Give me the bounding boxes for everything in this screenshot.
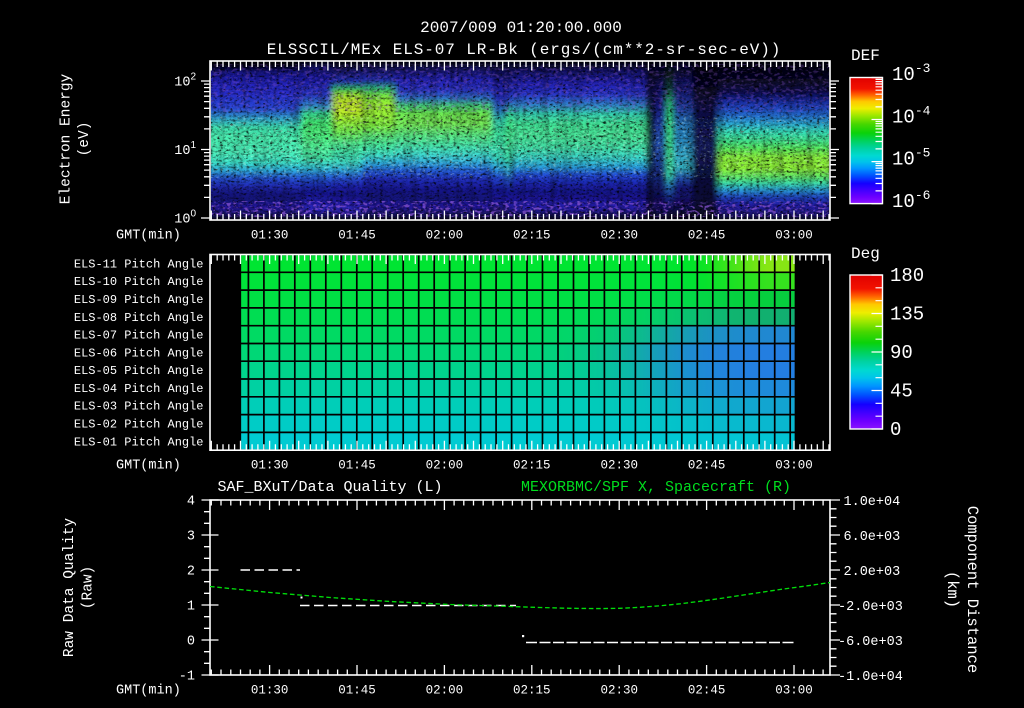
svg-text:-1: -1 <box>179 670 195 685</box>
svg-text:1: 1 <box>187 600 195 615</box>
svg-text:6.0e+03: 6.0e+03 <box>844 530 901 545</box>
svg-text:GMT(min): GMT(min) <box>116 459 181 474</box>
svg-text:2007/009 01:20:00.000: 2007/009 01:20:00.000 <box>420 19 622 37</box>
svg-text:01:45: 01:45 <box>338 684 376 698</box>
svg-text:180: 180 <box>890 265 924 287</box>
svg-text:-1.0e+04: -1.0e+04 <box>838 670 903 685</box>
svg-text:1.0e+04: 1.0e+04 <box>844 495 901 510</box>
svg-text:-6.0e+03: -6.0e+03 <box>838 635 903 650</box>
svg-text:MEXORBMC/SPF X, Spacecraft (R): MEXORBMC/SPF X, Spacecraft (R) <box>521 479 791 496</box>
svg-text:0: 0 <box>890 419 901 441</box>
svg-text:02:15: 02:15 <box>513 684 551 698</box>
svg-text:Raw Data Quality(Raw): Raw Data Quality (Raw) <box>62 518 97 658</box>
svg-text:90: 90 <box>890 342 913 364</box>
svg-text:ELS-09 Pitch Angle: ELS-09 Pitch Angle <box>74 293 204 307</box>
svg-text:01:30: 01:30 <box>251 459 289 473</box>
svg-text:03:00: 03:00 <box>775 229 813 243</box>
svg-text:2: 2 <box>187 565 195 580</box>
svg-text:02:45: 02:45 <box>688 229 726 243</box>
svg-text:ELS-03 Pitch Angle: ELS-03 Pitch Angle <box>74 400 204 414</box>
svg-text:ELS-01 Pitch Angle: ELS-01 Pitch Angle <box>74 435 204 449</box>
svg-text:DEF: DEF <box>851 47 880 65</box>
svg-text:3: 3 <box>187 530 195 545</box>
svg-text:01:45: 01:45 <box>338 229 376 243</box>
svg-text:03:00: 03:00 <box>775 684 813 698</box>
svg-text:ELS-10 Pitch Angle: ELS-10 Pitch Angle <box>74 275 204 289</box>
svg-text:02:15: 02:15 <box>513 229 551 243</box>
svg-text:03:00: 03:00 <box>775 459 813 473</box>
svg-text:02:00: 02:00 <box>426 459 464 473</box>
svg-text:01:30: 01:30 <box>251 229 289 243</box>
svg-text:02:00: 02:00 <box>426 229 464 243</box>
svg-text:135: 135 <box>890 304 924 326</box>
svg-text:ELS-11 Pitch Angle: ELS-11 Pitch Angle <box>74 257 204 271</box>
svg-text:01:45: 01:45 <box>338 459 376 473</box>
svg-text:Deg: Deg <box>851 245 880 263</box>
svg-text:02:45: 02:45 <box>688 459 726 473</box>
svg-text:02:15: 02:15 <box>513 459 551 473</box>
svg-text:01:30: 01:30 <box>251 684 289 698</box>
svg-text:ELS-06 Pitch Angle: ELS-06 Pitch Angle <box>74 346 204 360</box>
svg-text:45: 45 <box>890 381 913 403</box>
svg-text:ELS-05 Pitch Angle: ELS-05 Pitch Angle <box>74 364 204 378</box>
svg-text:ELS-08 Pitch Angle: ELS-08 Pitch Angle <box>74 311 204 325</box>
svg-text:GMT(min): GMT(min) <box>116 229 181 244</box>
svg-text:GMT(min): GMT(min) <box>116 684 181 699</box>
svg-text:Electron Energy(eV): Electron Energy (eV) <box>59 73 94 204</box>
svg-text:Component Distance(km): Component Distance(km) <box>943 506 981 673</box>
svg-text:02:30: 02:30 <box>600 229 638 243</box>
svg-text:2.0e+03: 2.0e+03 <box>844 565 901 580</box>
svg-text:4: 4 <box>187 495 195 510</box>
svg-text:0: 0 <box>187 635 195 650</box>
svg-text:-2.0e+03: -2.0e+03 <box>838 600 903 615</box>
svg-text:02:00: 02:00 <box>426 684 464 698</box>
svg-text:02:30: 02:30 <box>600 684 638 698</box>
svg-text:02:45: 02:45 <box>688 684 726 698</box>
svg-text:SAF_BXuT/Data Quality (L): SAF_BXuT/Data Quality (L) <box>217 479 442 496</box>
svg-text:ELS-02 Pitch Angle: ELS-02 Pitch Angle <box>74 418 204 432</box>
svg-text:ELS-07 Pitch Angle: ELS-07 Pitch Angle <box>74 329 204 343</box>
svg-text:ELS-04 Pitch Angle: ELS-04 Pitch Angle <box>74 382 204 396</box>
svg-text:02:30: 02:30 <box>600 459 638 473</box>
svg-text:ELSSCIL/MEx ELS-07 LR-Bk (erg: ELSSCIL/MEx ELS-07 LR-Bk (ergs/(cm**2-sr… <box>267 41 782 59</box>
